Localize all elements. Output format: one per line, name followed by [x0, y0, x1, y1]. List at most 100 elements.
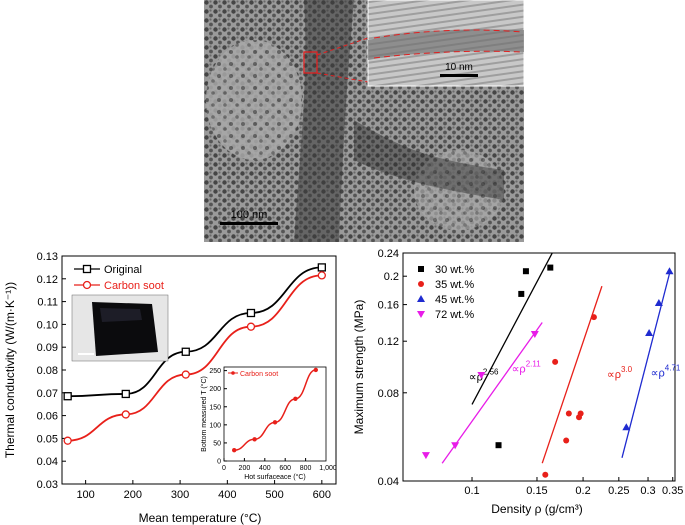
- y-tick-label: 0.05: [37, 433, 58, 445]
- inset-data-point: [252, 437, 257, 442]
- data-point: [563, 437, 570, 444]
- data-point: [622, 423, 631, 431]
- legend-label: 45 wt.%: [435, 294, 474, 306]
- tem-micrograph: 10 nm 100 nm: [204, 0, 524, 242]
- data-point: [451, 442, 460, 450]
- legend-label: 30 wt.%: [435, 264, 474, 276]
- fit-line: [471, 252, 553, 405]
- y-tick-label: 0.07: [37, 388, 58, 400]
- x-tick-label: 0.15: [526, 485, 547, 497]
- inset-y-tick-label: 100: [209, 422, 221, 429]
- y-tick-label: 0.12: [37, 274, 58, 286]
- y-tick-label: 0.04: [378, 476, 399, 488]
- data-point: [121, 410, 130, 419]
- data-point: [63, 392, 72, 401]
- strength-density-chart: 0.1 0.15 0.2 0.25 0.3 0.35 0.04 0.08 0.12 0.16 0.2…: [352, 248, 683, 516]
- y-tick-label: 0.16: [378, 300, 399, 312]
- inset-x-tick-label: 800: [300, 465, 312, 472]
- data-point: [181, 347, 190, 356]
- data-point: [495, 442, 502, 449]
- data-point: [121, 389, 130, 399]
- legend-marker: [82, 264, 92, 274]
- inset-frame: [223, 366, 327, 462]
- data-point: [590, 314, 597, 321]
- inset-x-tick-label: 1,000: [319, 465, 337, 472]
- x-tick-label: 0.35: [662, 485, 683, 497]
- y-tick-label: 0.11: [37, 297, 58, 309]
- data-point: [530, 330, 539, 338]
- inset-x-tick-label: 400: [259, 465, 271, 472]
- series-line: [67, 274, 322, 442]
- data-point: [577, 410, 584, 417]
- inset-y-tick-label: 150: [209, 404, 221, 411]
- legend-marker: [417, 311, 425, 318]
- y-tick-label: 0.09: [37, 342, 58, 354]
- main-scale-label: 100 nm: [231, 209, 268, 221]
- x-tick-label: 0.2: [575, 485, 590, 497]
- inset-data-point: [293, 396, 298, 402]
- inset-y-tick-label: 250: [209, 368, 221, 375]
- data-point: [552, 358, 559, 365]
- data-point: [518, 290, 525, 297]
- inset-y-tick-label: 200: [209, 386, 221, 393]
- inset-x-tick-label: 600: [279, 465, 291, 472]
- data-point: [317, 263, 326, 272]
- x-tick-label: 400: [218, 489, 236, 501]
- legend-label: Original: [104, 264, 142, 276]
- inset-xlabel: Hot surfaceace (°C): [244, 473, 306, 481]
- data-point: [421, 452, 430, 460]
- inset-y-tick-label: 0: [217, 459, 221, 466]
- data-point: [477, 372, 486, 380]
- data-point: [645, 328, 654, 336]
- inset-legend-marker: [231, 371, 235, 375]
- data-point: [317, 271, 326, 280]
- legend-marker: [82, 280, 92, 290]
- y-tick-label: 0.12: [378, 336, 399, 348]
- chart-b-ylabel: Maximum strength (MPa): [352, 300, 366, 435]
- inset-data-point: [232, 447, 237, 453]
- chart-b-xlabel: Density ρ (g/cm³): [491, 502, 583, 516]
- data-point: [246, 308, 256, 318]
- thermal-conductivity-chart: 100 200 300 400 500 6000.030.040.050.060.070.…: [3, 251, 337, 525]
- data-point: [246, 322, 256, 331]
- x-tick-label: 0.1: [464, 485, 479, 497]
- fit-label: ∝ρ2.11: [512, 359, 542, 375]
- legend-marker: [418, 281, 424, 287]
- legend-label: Carbon soot: [104, 280, 164, 292]
- data-point: [654, 299, 663, 307]
- inset-y-tick-label: 50: [213, 440, 221, 447]
- x-tick-label: 300: [171, 489, 189, 501]
- sample-photo: [71, 294, 169, 362]
- inset-x-tick-label: 0: [222, 465, 226, 472]
- chart-a-xlabel: Mean temperature (°C): [139, 511, 262, 525]
- y-tick-label: 0.13: [37, 251, 58, 263]
- y-tick-label: 0.08: [37, 365, 58, 377]
- legend-marker: [417, 295, 425, 302]
- y-tick-label: 0.04: [37, 456, 58, 468]
- inset-legend-label: Carbon soot: [240, 371, 278, 378]
- fit-line: [621, 269, 672, 458]
- y-tick-label: 0.24: [378, 248, 399, 260]
- legend-label: 72 wt.%: [435, 309, 474, 321]
- x-tick-label: 0.3: [640, 485, 655, 497]
- y-tick-label: 0.03: [37, 479, 58, 491]
- y-tick-label: 0.08: [378, 388, 399, 400]
- legend-label: 35 wt.%: [435, 279, 474, 291]
- y-tick-label: 0.06: [37, 411, 58, 423]
- fit-line: [441, 322, 543, 464]
- data-point: [565, 410, 572, 417]
- y-tick-label: 0.2: [384, 271, 399, 283]
- legend-marker: [418, 266, 424, 272]
- data-point: [522, 268, 529, 275]
- inset-data-point: [272, 420, 278, 425]
- data-point: [181, 370, 190, 379]
- x-tick-label: 100: [76, 489, 94, 501]
- data-point: [547, 264, 554, 271]
- x-tick-label: 0.25: [608, 485, 629, 497]
- inset-ylabel: Bottom measured T (°C): [200, 376, 208, 452]
- inset-scale-label: 10 nm: [445, 62, 473, 73]
- data-point: [542, 471, 549, 478]
- data-point: [665, 267, 674, 275]
- fit-label: ∝ρ3.0: [607, 365, 633, 381]
- x-tick-label: 200: [124, 489, 142, 501]
